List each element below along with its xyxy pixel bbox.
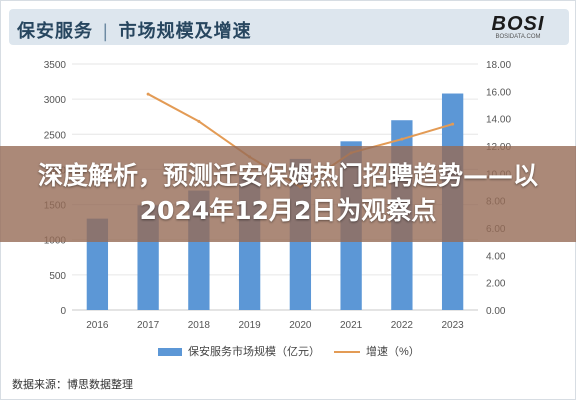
- x-tick-label: 2016: [86, 320, 109, 331]
- legend-item-line: 增速（%）: [334, 342, 420, 362]
- x-tick-label: 2020: [289, 320, 312, 331]
- legend-bar-label: 保安服务市场规模（亿元）: [188, 346, 320, 358]
- y-right-tick-label: 18.00: [486, 60, 511, 71]
- y-left-tick-label: 3500: [44, 60, 67, 71]
- y-right-tick-label: 14.00: [486, 115, 511, 126]
- x-tick-label: 2023: [442, 320, 465, 331]
- y-right-tick-label: 16.00: [486, 87, 511, 98]
- x-tick-label: 2022: [391, 320, 414, 331]
- y-left-tick-label: 3000: [44, 95, 67, 106]
- growth-point: [451, 122, 455, 126]
- chart-title: 保安服务 | 市场规模及增速: [17, 17, 252, 43]
- chart-legend: 保安服务市场规模（亿元） 增速（%）: [0, 342, 576, 362]
- headline-text: 深度解析，预测迁安保姆热门招聘趋势——以2024年12月2日为观察点: [37, 161, 538, 225]
- data-source: 数据来源：博思数据整理: [12, 379, 133, 391]
- x-tick-label: 2019: [239, 320, 262, 331]
- headline-banner: 深度解析，预测迁安保姆热门招聘趋势——以2024年12月2日为观察点: [0, 146, 576, 242]
- title-left: 保安服务: [17, 21, 93, 42]
- legend-bar-swatch: [158, 348, 182, 356]
- growth-point: [400, 137, 404, 141]
- title-separator: |: [102, 21, 110, 42]
- y-right-tick-label: 4.00: [486, 251, 506, 262]
- y-left-tick-label: 500: [49, 271, 66, 282]
- growth-point: [146, 92, 150, 96]
- legend-line-swatch: [334, 351, 360, 353]
- growth-point: [197, 119, 201, 123]
- y-right-tick-label: 2.00: [486, 279, 506, 290]
- brand-logo: BOSI BOSIDATA.COM: [475, 13, 561, 43]
- x-tick-label: 2017: [137, 320, 160, 331]
- legend-line-label: 增速（%）: [366, 346, 420, 358]
- y-right-tick-label: 0.00: [486, 306, 506, 317]
- legend-item-bar: 保安服务市场规模（亿元）: [158, 342, 320, 362]
- logo-subtext: BOSIDATA.COM: [495, 34, 541, 40]
- y-left-tick-label: 2500: [44, 130, 67, 141]
- chart-header: 保安服务 | 市场规模及增速 BOSI BOSIDATA.COM: [9, 9, 569, 45]
- logo-text: BOSI: [491, 13, 545, 35]
- title-right: 市场规模及增速: [118, 21, 252, 42]
- y-left-tick-label: 0: [60, 306, 66, 317]
- x-tick-label: 2018: [188, 320, 211, 331]
- x-tick-label: 2021: [340, 320, 363, 331]
